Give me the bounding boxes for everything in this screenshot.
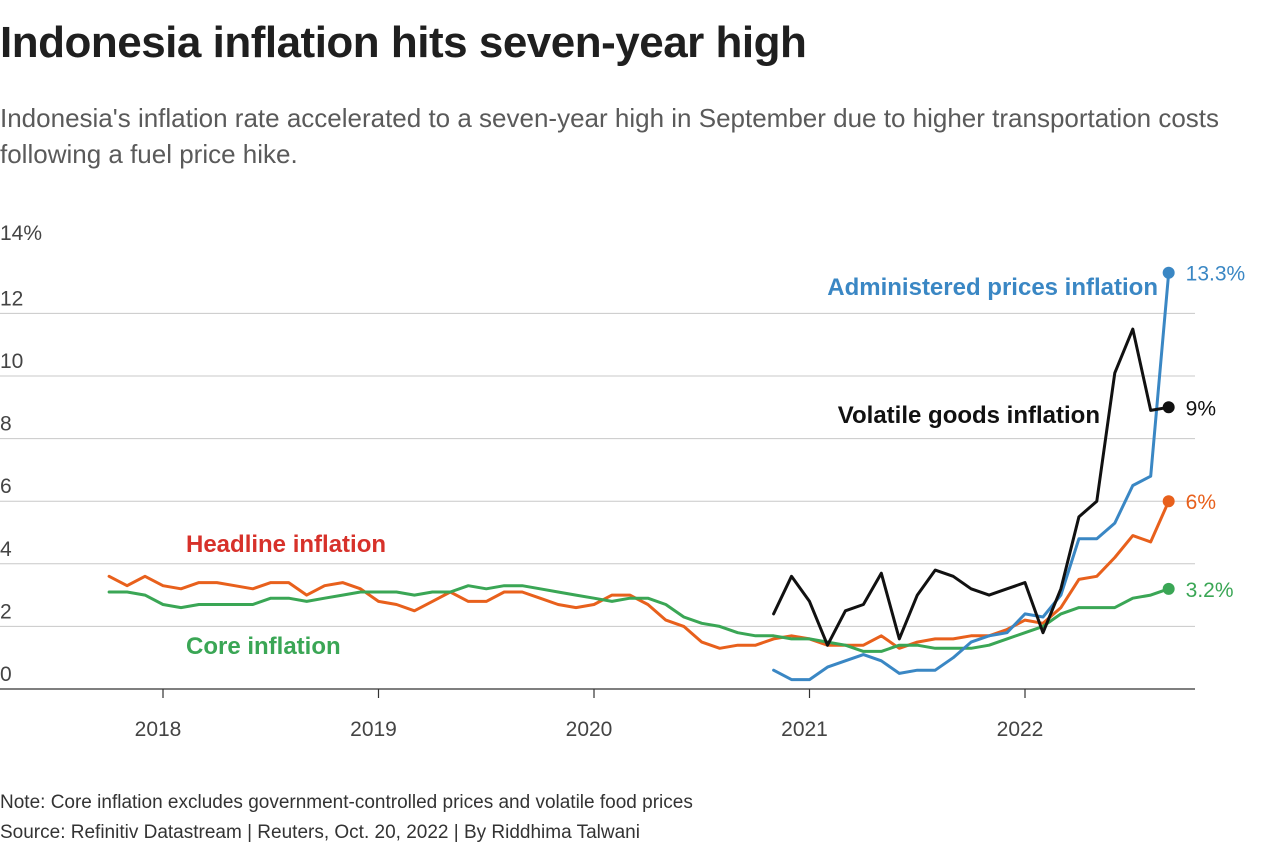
chart-notes: Note: Core inflation excludes government… [0,788,693,848]
y-tick-label-6: 6 [0,475,12,498]
footnote: Note: Core inflation excludes government… [0,792,693,813]
chart-title: Indonesia inflation hits seven-year high [0,18,807,67]
administered-end-label: 13.3% [1186,263,1246,286]
y-tick-label-0: 0 [0,663,12,686]
volatile-series-label: Volatile goods inflation [838,402,1100,429]
grid-lines [0,312,1195,627]
administered-line [772,271,1171,682]
source-line: Source: Refinitiv Datastream | Reuters, … [0,822,640,843]
line-chart: 0 2 4 6 8 10 12 14% 2018 2019 2020 2021 2022 6% 3.2% 1… [0,222,1245,741]
volatile-line [772,327,1171,647]
headline-series-label: Headline inflation [186,531,386,558]
headline-end-marker [1162,495,1175,508]
volatile-end-marker [1162,401,1175,414]
x-tick-label-2022: 2022 [997,718,1044,741]
core-line [107,584,1171,653]
x-tick-label-2019: 2019 [350,718,397,741]
axes: 0 2 4 6 8 10 12 14% 2018 2019 2020 2021 2022 [0,222,1195,741]
volatile-end-label: 9% [1186,397,1216,420]
y-tick-label-10: 10 [0,350,23,373]
administered-series-label: Administered prices inflation [827,274,1158,301]
series-labels: 6% 3.2% 13.3% 9% Headline inflation Core infl… [186,263,1245,660]
x-tick-label-2020: 2020 [566,718,613,741]
chart-subtitle: Indonesia's inflation rate accelerated t… [0,103,1220,169]
x-tick-label-2021: 2021 [781,718,828,741]
y-tick-label-4: 4 [0,538,12,561]
series-lines [107,266,1175,682]
core-series-label: Core inflation [186,633,341,660]
headline-end-label: 6% [1186,491,1216,514]
core-end-marker [1162,582,1175,595]
core-end-label: 3.2% [1186,579,1234,602]
y-tick-label-14: 14% [0,222,42,245]
administered-end-marker [1162,266,1175,279]
y-tick-label-2: 2 [0,600,12,623]
y-tick-label-12: 12 [0,287,23,310]
x-tick-label-2018: 2018 [135,718,182,741]
y-tick-label-8: 8 [0,413,12,436]
